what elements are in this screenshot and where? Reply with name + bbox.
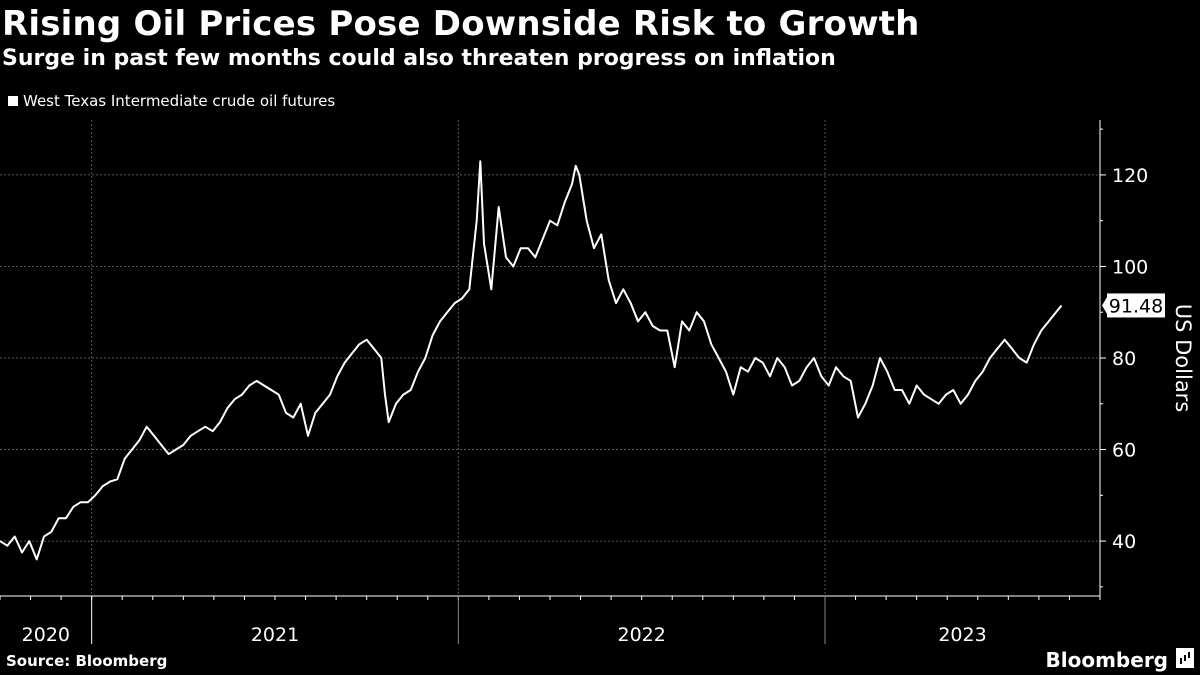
bloomberg-chart-icon: [1176, 648, 1194, 668]
y-tick-label-120: 120: [1112, 165, 1148, 187]
last-value-callout: 91.48: [1102, 293, 1165, 318]
last-value-label: 91.48: [1109, 295, 1163, 317]
chart-subtitle: Surge in past few months could also thre…: [2, 46, 836, 71]
callout-pointer: [1102, 295, 1108, 316]
y-axis: 40 60 80 100 120: [1099, 120, 1148, 596]
x-axis: 2020 2021 2022 2023: [0, 595, 1101, 646]
x-tick-label-2021: 2021: [251, 624, 299, 646]
y-tick-label-60: 60: [1112, 440, 1136, 462]
callout-box: [1107, 293, 1165, 318]
x-tick-label-2020: 2020: [22, 624, 70, 646]
grid: [0, 120, 1100, 596]
series-layer: [0, 160, 1063, 561]
y-tick-label-100: 100: [1112, 256, 1148, 278]
x-tick-label-2022: 2022: [617, 624, 665, 646]
legend: West Texas Intermediate crude oil future…: [8, 92, 335, 110]
legend-swatch: [8, 96, 18, 106]
brand-logo-text: Bloomberg: [1045, 648, 1168, 672]
source-note: Source: Bloomberg: [6, 652, 168, 670]
chart-title: Rising Oil Prices Pose Downside Risk to …: [2, 4, 920, 44]
y-tick-label-80: 80: [1112, 348, 1136, 370]
x-tick-label-2023: 2023: [938, 624, 986, 646]
legend-label: West Texas Intermediate crude oil future…: [23, 92, 336, 110]
y-axis-label: US Dollars: [1171, 304, 1195, 413]
y-tick-label-40: 40: [1112, 531, 1136, 553]
series-line-wti: [0, 160, 1063, 561]
